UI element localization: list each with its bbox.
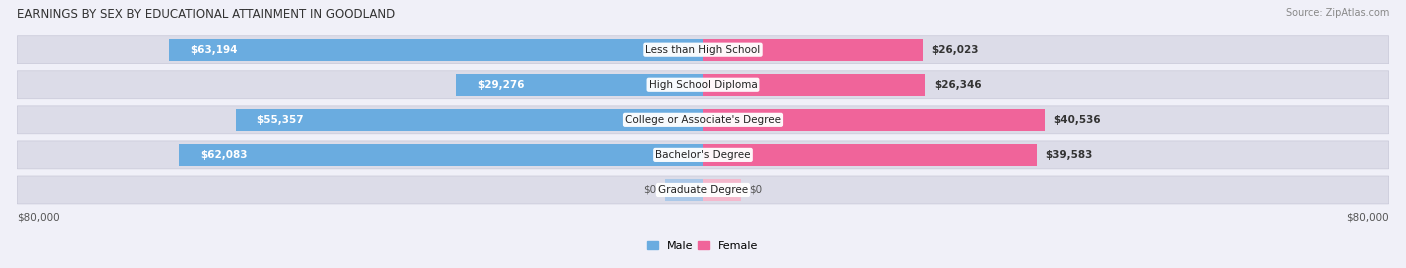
Text: Bachelor's Degree: Bachelor's Degree: [655, 150, 751, 160]
Text: Source: ZipAtlas.com: Source: ZipAtlas.com: [1285, 8, 1389, 18]
Text: College or Associate's Degree: College or Associate's Degree: [626, 115, 780, 125]
Bar: [170, 39, 703, 61]
Bar: [179, 144, 703, 166]
Bar: [665, 179, 703, 201]
FancyBboxPatch shape: [17, 141, 1389, 169]
Bar: [703, 109, 1045, 131]
Bar: [236, 109, 703, 131]
FancyBboxPatch shape: [17, 106, 1389, 134]
Text: $55,357: $55,357: [257, 115, 304, 125]
Bar: [703, 74, 925, 96]
Text: $63,194: $63,194: [191, 45, 238, 55]
Text: $80,000: $80,000: [17, 212, 60, 222]
Text: $26,346: $26,346: [934, 80, 981, 90]
Text: High School Diploma: High School Diploma: [648, 80, 758, 90]
Bar: [703, 179, 741, 201]
Bar: [703, 144, 1038, 166]
Text: EARNINGS BY SEX BY EDUCATIONAL ATTAINMENT IN GOODLAND: EARNINGS BY SEX BY EDUCATIONAL ATTAINMEN…: [17, 8, 395, 21]
Text: $29,276: $29,276: [477, 80, 524, 90]
FancyBboxPatch shape: [17, 176, 1389, 204]
Text: Graduate Degree: Graduate Degree: [658, 185, 748, 195]
FancyBboxPatch shape: [17, 36, 1389, 64]
Text: $0: $0: [749, 185, 762, 195]
FancyBboxPatch shape: [17, 71, 1389, 99]
Legend: Male, Female: Male, Female: [643, 236, 763, 255]
Text: $0: $0: [644, 185, 657, 195]
Text: $62,083: $62,083: [200, 150, 247, 160]
Bar: [456, 74, 703, 96]
Text: Less than High School: Less than High School: [645, 45, 761, 55]
Text: $39,583: $39,583: [1046, 150, 1092, 160]
Text: $80,000: $80,000: [1346, 212, 1389, 222]
Bar: [703, 39, 922, 61]
Text: $40,536: $40,536: [1053, 115, 1101, 125]
Text: $26,023: $26,023: [931, 45, 979, 55]
